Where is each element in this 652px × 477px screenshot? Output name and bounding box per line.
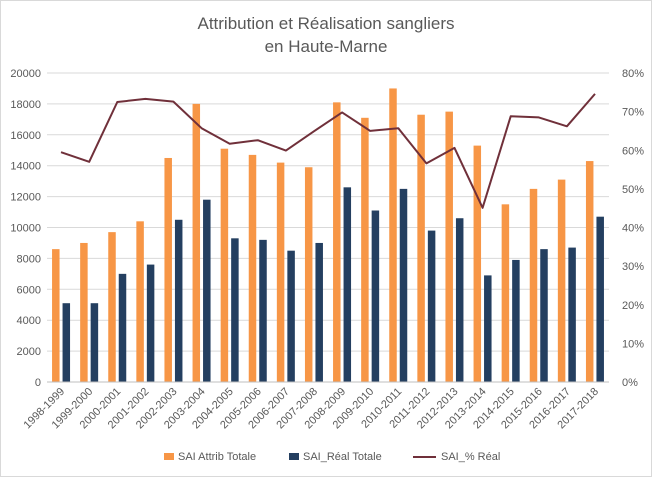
bar-attrib-totale (585, 161, 594, 382)
bar-real-totale (287, 250, 295, 382)
gridlines (47, 72, 609, 383)
legend-label-real: SAI_Réal Totale (303, 451, 382, 463)
bar-real-totale (371, 210, 380, 382)
y-right-tick-label: 40% (622, 223, 644, 235)
bar-real-totale (315, 242, 323, 382)
left-axis: 0 2000 4000 6000 8000 10000 12000 14000 16000 180… (10, 68, 41, 389)
bar-real-totale (455, 218, 464, 382)
bar-attrib-totale (108, 232, 116, 382)
y-left-tick-label: 8000 (17, 253, 41, 265)
bar-real-totale (90, 303, 99, 382)
y-left-tick-label: 12000 (10, 192, 41, 204)
y-right-tick-label: 60% (622, 145, 644, 157)
percent-real-line (60, 93, 596, 209)
bar-attrib-totale (557, 179, 566, 382)
bar-attrib-totale (248, 154, 257, 382)
x-axis: 1998-19991999-20002000-20012001-20022002… (21, 381, 609, 431)
y-left-tick-label: 4000 (17, 315, 41, 327)
bar-attrib-totale (389, 88, 397, 382)
bar-real-totale (484, 275, 492, 382)
bar-attrib-totale (52, 249, 60, 382)
bar-attrib-totale (361, 117, 369, 383)
percent-line (60, 93, 596, 209)
bar-attrib-totale (445, 111, 453, 382)
bar-attrib-totale (501, 204, 510, 382)
y-right-tick-label: 30% (622, 261, 644, 273)
bar-attrib-totale (417, 114, 425, 382)
bar-attrib-totale (473, 145, 482, 382)
y-right-tick-label: 0% (622, 377, 638, 389)
bars (52, 88, 604, 383)
chart-title-line-1: Attribution et Réalisation sangliers (197, 14, 454, 33)
bar-attrib-totale (333, 102, 341, 382)
bar-real-totale (596, 216, 604, 382)
legend-label-attrib: SAI Attrib Totale (178, 451, 256, 463)
legend-label-percent: SAI_% Réal (441, 451, 500, 463)
bar-real-totale (203, 199, 211, 382)
bar-attrib-totale (164, 157, 172, 382)
bar-real-totale (231, 238, 239, 382)
bar-attrib-totale (220, 148, 229, 382)
bar-real-totale (427, 230, 436, 382)
bar-real-totale (146, 264, 155, 382)
y-left-tick-label: 14000 (10, 161, 41, 173)
right-axis: 0% 10% 20% 30% 40% 50% 60% 70% 80% (622, 68, 644, 389)
bar-attrib-totale (192, 103, 201, 383)
y-right-tick-label: 20% (622, 300, 644, 312)
y-left-tick-label: 18000 (10, 99, 41, 111)
bar-real-totale (512, 259, 520, 382)
bar-attrib-totale (304, 167, 313, 382)
bar-real-totale (343, 187, 352, 382)
y-right-tick-label: 10% (622, 338, 644, 350)
bar-attrib-totale (529, 188, 538, 382)
bar-real-totale (62, 303, 71, 382)
bar-real-totale (540, 249, 548, 382)
bar-real-totale (568, 247, 576, 382)
y-left-tick-label: 2000 (17, 346, 41, 358)
bar-attrib-totale (136, 221, 144, 382)
y-left-tick-label: 6000 (17, 284, 41, 296)
bar-real-totale (399, 188, 408, 382)
bar-real-totale (174, 219, 183, 382)
y-right-tick-label: 80% (622, 68, 644, 80)
chart-title-line-2: en Haute-Marne (265, 37, 388, 56)
y-left-tick-label: 0 (35, 377, 41, 389)
legend: SAI Attrib Totale SAI_Réal Totale SAI_% Ré… (164, 451, 500, 463)
legend-swatch-real (289, 453, 299, 460)
y-right-tick-label: 50% (622, 184, 644, 196)
y-left-tick-label: 16000 (10, 130, 41, 142)
bar-attrib-totale (80, 242, 88, 382)
bar-real-totale (259, 239, 267, 382)
y-left-tick-label: 10000 (10, 223, 41, 235)
y-right-tick-label: 70% (622, 107, 644, 119)
bar-real-totale (118, 273, 127, 382)
legend-swatch-attrib (164, 453, 174, 460)
bar-attrib-totale (276, 162, 285, 382)
y-left-tick-label: 20000 (10, 68, 41, 80)
